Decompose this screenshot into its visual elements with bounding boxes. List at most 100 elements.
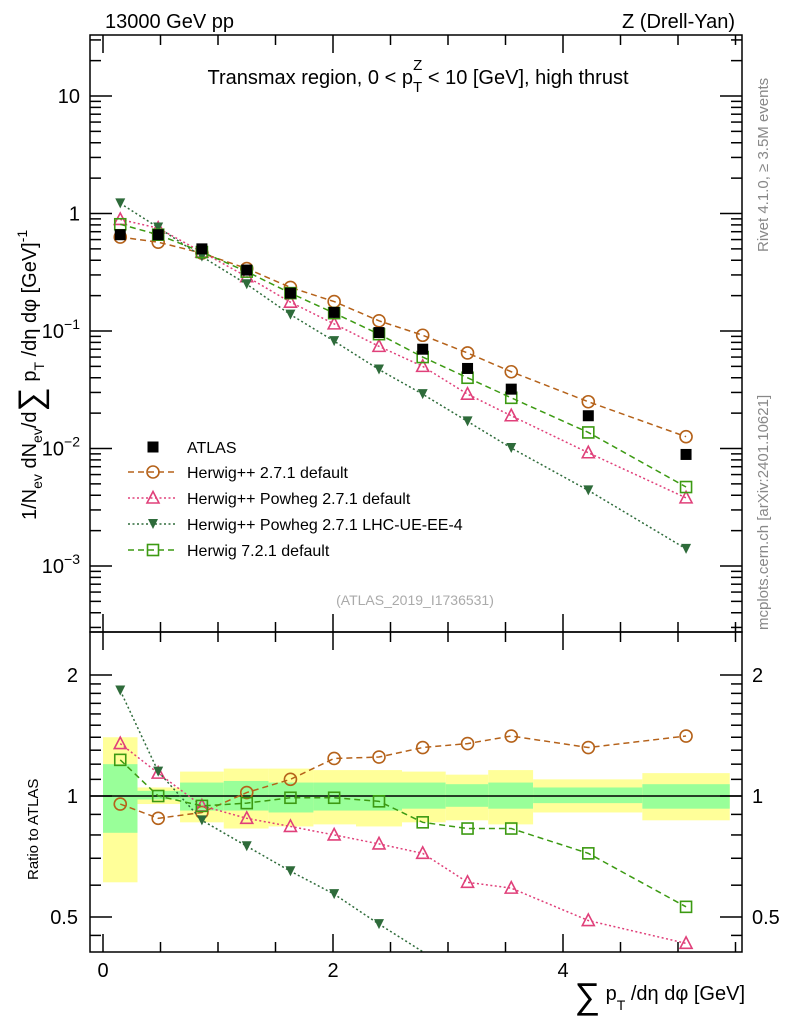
legend-label: Herwig 7.2.1 default [187, 543, 330, 560]
data-point-herwig-2-7-1-default [415, 328, 430, 343]
ratio-point-herwig-2-7-1-default [151, 811, 165, 826]
ratio-point-herwig-7-2-1-default [416, 816, 430, 829]
data-point-herwig-powheg-2-7-1-lhc-ue-ee-4 [241, 279, 252, 290]
data-point-atlas [505, 383, 517, 395]
ratio-frame [89, 631, 743, 953]
ratio-point-herwig-powheg-2-7-1-lhc-ue-ee-4 [241, 841, 252, 852]
ratio-y-tick-label: 2 [67, 665, 78, 687]
process-label: Z (Drell-Yan) [622, 11, 735, 33]
x-tick-label: 4 [557, 960, 568, 982]
data-point-herwig-powheg-2-7-1-default [371, 338, 387, 353]
data-point-atlas [373, 327, 385, 339]
legend-marker-herwig-7-2-1-default [146, 543, 160, 557]
ratio-point-herwig-powheg-2-7-1-lhc-ue-ee-4 [153, 766, 164, 777]
y-axis-label-part: ev [29, 428, 45, 443]
ratio-point-herwig-7-2-1-default [327, 791, 341, 805]
ratio-series [112, 685, 694, 952]
ratio-point-herwig-2-7-1-default [679, 729, 693, 743]
ratio-point-herwig-7-2-1-default [461, 822, 474, 835]
data-point-herwig-powheg-2-7-1-lhc-ue-ee-4 [681, 543, 692, 554]
data-point-herwig-powheg-2-7-1-lhc-ue-ee-4 [115, 198, 126, 209]
ratio-point-herwig-powheg-2-7-1-default [326, 826, 342, 841]
ratio-line-herwig-2-7-1-default [119, 735, 687, 820]
data-point-herwig-powheg-2-7-1-lhc-ue-ee-4 [462, 416, 473, 427]
data-point-herwig-powheg-2-7-1-lhc-ue-ee-4 [506, 442, 517, 453]
y-tick-label: 10−2 [42, 434, 80, 461]
data-point-atlas [114, 229, 126, 241]
ratio-y-tick-label: 1 [67, 786, 78, 808]
ratio-point-herwig-7-2-1-default [504, 822, 518, 835]
legend-marker-herwig-2-7-1-default [146, 465, 160, 479]
ratio-point-herwig-2-7-1-default [283, 772, 298, 787]
legend-marker-herwig-powheg-2-7-1-default [145, 489, 161, 504]
ratio-point-herwig-powheg-2-7-1-default [503, 879, 519, 894]
ratio-point-herwig-powheg-2-7-1-default [460, 874, 475, 889]
ratio-point-herwig-powheg-2-7-1-default [415, 845, 431, 860]
ratio-point-herwig-2-7-1-default [415, 740, 430, 755]
ratio-point-herwig-7-2-1-default [581, 847, 595, 860]
ratio-point-herwig-powheg-2-7-1-lhc-ue-ee-4 [329, 889, 340, 900]
data-point-herwig-powheg-2-7-1-default [580, 444, 596, 459]
ratio-line-herwig-powheg-2-7-1-default [119, 743, 687, 945]
ratio-point-herwig-7-2-1-default [372, 795, 386, 808]
axis-ticks [90, 35, 742, 952]
y-axis-label-part: -1 [14, 230, 30, 243]
ratio-y-tick-label-right: 0.5 [752, 907, 780, 929]
y-axis-label-part: ev [29, 474, 45, 489]
ratio-point-herwig-2-7-1-default [327, 751, 341, 766]
data-point-herwig-7-2-1-default [679, 480, 693, 494]
y-tick-label: 1 [69, 204, 80, 226]
data-point-herwig-powheg-2-7-1-default [326, 315, 342, 330]
data-point-atlas [152, 229, 164, 241]
data-point-herwig-powheg-2-7-1-default [678, 489, 694, 504]
y-axis-label-part: dN [19, 443, 41, 474]
legend: ATLAS Herwig++ 2.7.1 default Herwig++ Powh… [128, 440, 463, 560]
series-line-herwig-2-7-1-default [120, 236, 687, 438]
data-point-atlas [196, 243, 208, 255]
ratio-point-herwig-2-7-1-default [460, 736, 475, 751]
ratio-point-herwig-powheg-2-7-1-default [283, 818, 298, 833]
y-axis-label: 1/Nev dNev/d∑ pT /dη dφ [GeV]-1 [12, 230, 50, 520]
data-point-herwig-powheg-2-7-1-default [503, 407, 519, 422]
legend-label: Herwig++ Powheg 2.7.1 LHC-UE-EE-4 [187, 517, 463, 534]
data-point-atlas [462, 362, 474, 374]
ratio-point-herwig-7-2-1-default [151, 789, 165, 803]
data-point-herwig-powheg-2-7-1-default [283, 293, 298, 308]
plot-title: Transmax region, 0 < pTZ < 10 [GeV], hig… [207, 57, 628, 96]
data-point-herwig-powheg-2-7-1-lhc-ue-ee-4 [285, 309, 296, 320]
x-tick-label: 0 [97, 960, 108, 982]
series-line-herwig-7-2-1-default [120, 223, 687, 488]
y-tick-label: 10−3 [42, 551, 80, 578]
ratio-point-herwig-powheg-2-7-1-default [580, 912, 596, 927]
ratio-point-herwig-powheg-2-7-1-default [239, 810, 255, 825]
ratio-point-herwig-powheg-2-7-1-default [371, 835, 387, 850]
ratio-point-herwig-2-7-1-default [372, 750, 386, 764]
data-point-herwig-2-7-1-default [581, 394, 596, 409]
y-axis-label-part: p [19, 371, 41, 388]
ratio-point-herwig-7-2-1-default [195, 799, 209, 813]
ratio-point-herwig-powheg-2-7-1-default [678, 935, 694, 950]
ratio-y-axis-label: Ratio to ATLAS [25, 779, 42, 880]
y-tick-label: 10 [58, 86, 80, 108]
x-axis-label: ∑ pT /dη dφ [GeV] [574, 975, 745, 1016]
ratio-point-herwig-7-2-1-default [679, 900, 693, 914]
data-point-atlas [241, 264, 253, 276]
data-point-herwig-powheg-2-7-1-default [415, 358, 431, 373]
main-series [112, 198, 694, 554]
ratio-point-herwig-7-2-1-default [284, 791, 297, 805]
x-tick-label: 2 [327, 960, 338, 982]
ratio-point-herwig-2-7-1-default [113, 797, 128, 811]
legend-label: Herwig++ 2.7.1 default [187, 465, 349, 482]
data-point-herwig-7-2-1-default [581, 426, 595, 439]
y-axis-label-part: 1/N [19, 489, 41, 520]
ratio-point-herwig-7-2-1-default [113, 753, 127, 767]
data-point-atlas [582, 410, 594, 422]
mcplots-text: mcplots.cern.ch [arXiv:2401.10621] [755, 395, 772, 630]
legend-marker-atlas [147, 441, 159, 453]
y-axis-label-part: T [31, 362, 47, 371]
legend-label: ATLAS [187, 440, 237, 457]
data-point-atlas [680, 448, 692, 460]
ratio-point-herwig-7-2-1-default [240, 796, 254, 810]
data-point-herwig-powheg-2-7-1-lhc-ue-ee-4 [329, 336, 340, 347]
